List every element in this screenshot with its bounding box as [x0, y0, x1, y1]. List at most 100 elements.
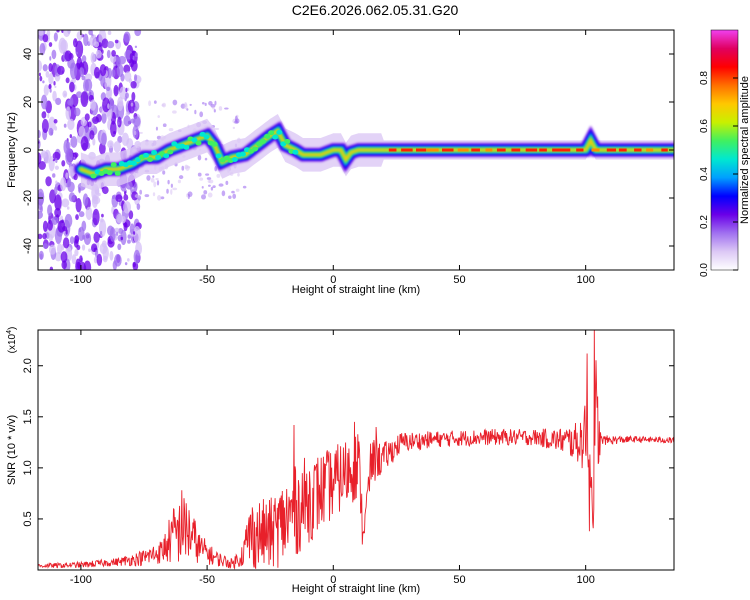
noise-blob — [109, 250, 114, 261]
colorbar-tick-label: 0.8 — [699, 71, 710, 85]
noise-blob — [144, 194, 150, 198]
noise-blob — [221, 190, 226, 197]
noise-blob — [114, 227, 120, 233]
noise-blob — [134, 106, 138, 112]
spectrogram-ytick-label: -20 — [22, 190, 34, 206]
ridge-blob — [203, 134, 210, 140]
colorbar-ticks: 0.0 0.2 0.4 0.6 0.8 — [699, 71, 738, 277]
noise-blob — [228, 195, 232, 199]
noise-blob — [49, 266, 54, 270]
noise-blob — [57, 220, 66, 233]
noise-blob — [78, 227, 82, 233]
noise-blob — [99, 64, 107, 77]
ridge-blob — [110, 162, 117, 168]
noise-blob — [152, 192, 156, 197]
snr-ytick-label: 1.0 — [22, 460, 34, 475]
noise-blob — [148, 100, 152, 107]
noise-blob — [214, 100, 217, 106]
noise-blob — [75, 40, 84, 58]
noise-blob — [54, 194, 62, 211]
noise-blob — [64, 213, 73, 228]
ridge-peak — [634, 148, 642, 152]
noise-blob — [93, 66, 100, 79]
noise-blob — [199, 177, 204, 181]
colorbar-tick-label: 0.6 — [699, 119, 710, 133]
spectrogram-ytick-label: 40 — [22, 48, 34, 60]
noise-blob — [95, 49, 102, 59]
ridge-peak — [646, 148, 654, 152]
noise-blob — [218, 106, 223, 111]
ridge-blob — [276, 129, 283, 135]
snr-xtick-label: 100 — [576, 574, 594, 586]
noise-blob — [68, 192, 76, 203]
noise-blob — [76, 31, 83, 41]
noise-blob — [116, 63, 124, 78]
ridge-blob — [151, 149, 158, 155]
noise-blob — [116, 231, 119, 236]
noise-blob — [80, 91, 89, 107]
noise-blob — [68, 166, 76, 177]
ridge-blob — [191, 137, 198, 143]
ridge-peak — [606, 148, 617, 152]
noise-blob — [69, 62, 78, 80]
snr-series-line — [38, 330, 674, 570]
spectrogram-xtick-label: -100 — [70, 274, 92, 286]
ridge-blob — [106, 170, 113, 176]
noise-blob — [43, 84, 49, 96]
noise-blob — [69, 81, 75, 93]
ridge-peak — [415, 148, 427, 152]
noise-blob — [53, 32, 58, 42]
noise-blob — [65, 106, 72, 120]
noise-blob — [129, 223, 135, 235]
noise-blob — [75, 214, 79, 220]
noise-blob — [201, 185, 204, 189]
noise-blob — [74, 248, 79, 257]
noise-blob — [208, 184, 211, 187]
noise-blob — [224, 107, 229, 110]
noise-blob — [132, 261, 137, 268]
noise-blob — [117, 121, 120, 126]
noise-blob — [134, 30, 142, 37]
noise-blob — [69, 236, 75, 244]
noise-blob — [181, 165, 185, 171]
noise-blob — [67, 118, 75, 130]
ridge-blob — [211, 141, 218, 147]
ridge-blob — [268, 130, 275, 136]
snr-multiplier: (x104) — [6, 327, 18, 354]
noise-blob — [201, 102, 205, 105]
noise-blob — [63, 30, 71, 38]
noise-blob — [201, 194, 206, 200]
noise-blob — [40, 205, 43, 213]
noise-blob — [38, 233, 43, 240]
noise-blob — [186, 166, 191, 169]
noise-blob — [105, 92, 110, 98]
noise-blob — [153, 100, 157, 104]
noise-blob — [155, 178, 159, 181]
noise-blob — [38, 30, 44, 36]
noise-blob — [88, 248, 92, 252]
noise-blob — [204, 157, 208, 161]
noise-blob — [72, 152, 79, 158]
noise-blob — [48, 127, 54, 136]
noise-blob — [48, 73, 54, 85]
noise-blob — [168, 127, 174, 132]
noise-blob — [212, 185, 216, 189]
noise-blob — [63, 123, 67, 128]
noise-blob — [64, 50, 72, 62]
ridge-peak — [661, 148, 668, 152]
noise-blob — [81, 244, 86, 251]
noise-blob — [130, 80, 137, 89]
noise-blob — [73, 173, 78, 181]
ridge-blob — [264, 133, 271, 139]
spectrogram-heatmap — [38, 30, 674, 270]
noise-blob — [232, 193, 237, 199]
noise-blob — [92, 137, 96, 146]
noise-blob — [120, 236, 123, 241]
noise-blob — [82, 193, 89, 207]
noise-blob — [125, 92, 129, 99]
noise-blob — [218, 183, 224, 187]
noise-blob — [113, 130, 116, 135]
noise-blob — [102, 245, 109, 261]
noise-blob — [118, 55, 127, 65]
noise-blob — [61, 260, 67, 270]
